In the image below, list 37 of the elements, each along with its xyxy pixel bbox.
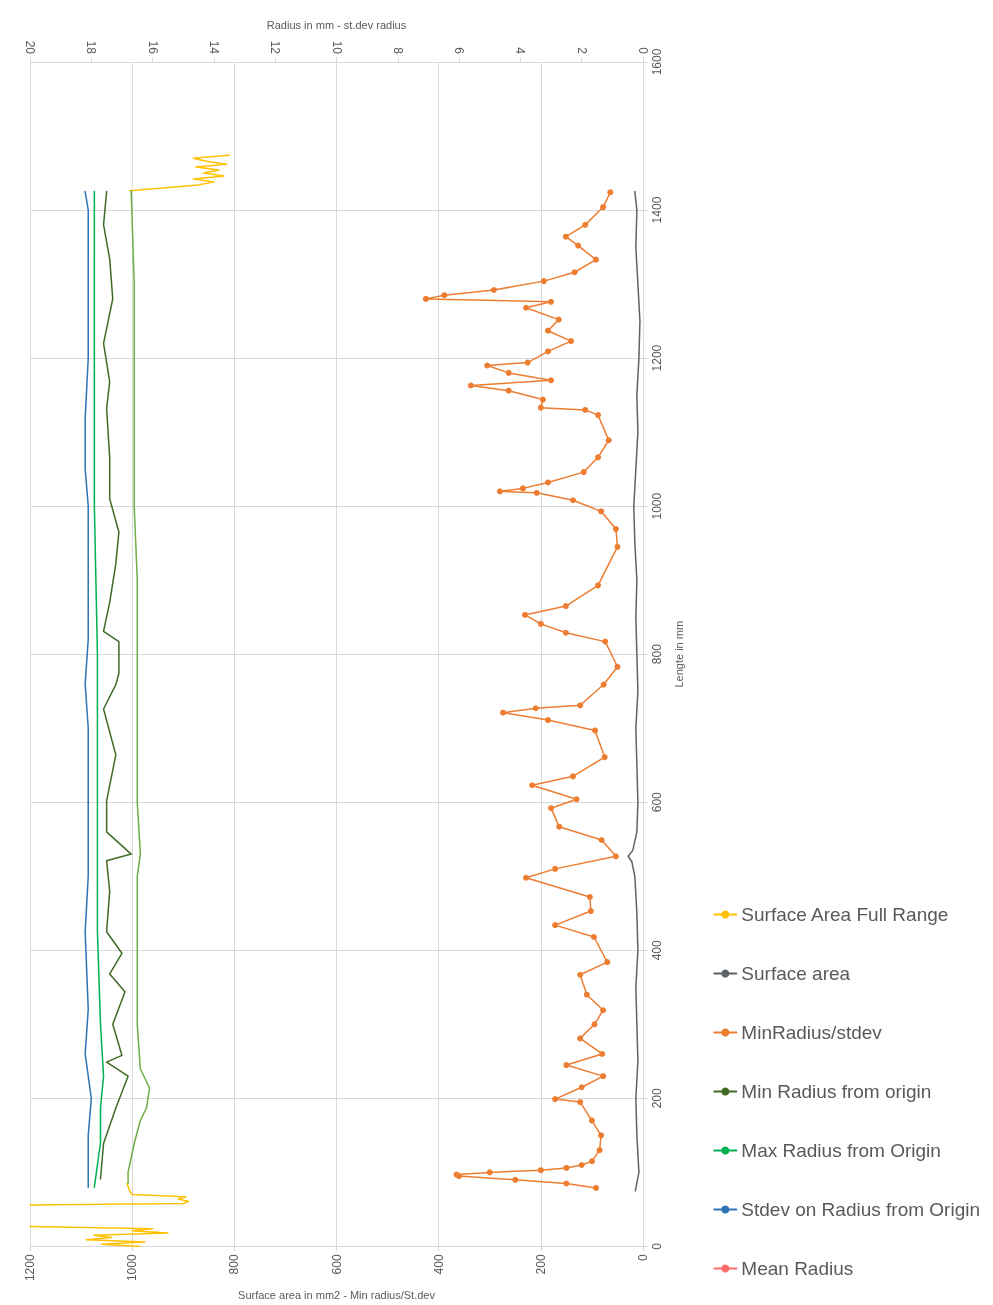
x2-tick-label: 0 <box>636 47 650 55</box>
x2-tick-label: 12 <box>268 40 283 55</box>
x2-tick-label: 16 <box>145 40 160 55</box>
x-axis-title: Surface area in mm2 - Min radius/St.dev <box>238 1288 436 1301</box>
x2-tick-label: 8 <box>390 47 405 55</box>
x-tick-label: 600 <box>329 1254 344 1275</box>
legend-label: Surface Area Full Range <box>741 904 949 925</box>
x2-tick-label: 14 <box>206 40 221 55</box>
legend-label: Mean Radius <box>741 1258 854 1279</box>
x2-tick-label: 18 <box>84 40 99 55</box>
x2-tick-label: 2 <box>574 47 589 55</box>
y-tick-label: 400 <box>650 939 664 961</box>
y-tick-label: 1200 <box>650 344 664 372</box>
y-tick-label: 200 <box>650 1088 664 1109</box>
x-tick-label: 1200 <box>23 1254 37 1282</box>
y-axis-title: Lengte in mm <box>672 620 685 688</box>
legend-label: MinRadius/stdev <box>741 1022 883 1043</box>
y-tick-label: 0 <box>650 1242 664 1250</box>
y-tick-label: 1400 <box>650 196 664 224</box>
x2-tick-label: 10 <box>329 40 344 55</box>
x-tick-label: 200 <box>533 1254 548 1275</box>
x2-tick-label: 6 <box>452 47 467 55</box>
x-tick-label: 800 <box>227 1254 242 1275</box>
x2-tick-label: 20 <box>23 40 37 55</box>
y-tick-label: 1000 <box>650 492 664 520</box>
x2-axis-title: Radius in mm - st.dev radius <box>266 18 407 31</box>
legend-label: Min Radius from origin <box>741 1081 932 1102</box>
x2-tick-label: 4 <box>513 47 528 55</box>
y-tick-label: 800 <box>650 643 664 665</box>
legend-label: Stdev on Radius from Origin <box>741 1199 981 1220</box>
legend-label: Max Radius from Origin <box>741 1140 941 1161</box>
y-tick-label: 600 <box>650 791 664 813</box>
legend-label: Surface area <box>741 963 851 984</box>
x-tick-label: 0 <box>636 1254 650 1262</box>
x-tick-label: 400 <box>431 1254 446 1275</box>
y-tick-label: 1600 <box>650 48 664 76</box>
x-tick-label: 1000 <box>125 1254 140 1282</box>
